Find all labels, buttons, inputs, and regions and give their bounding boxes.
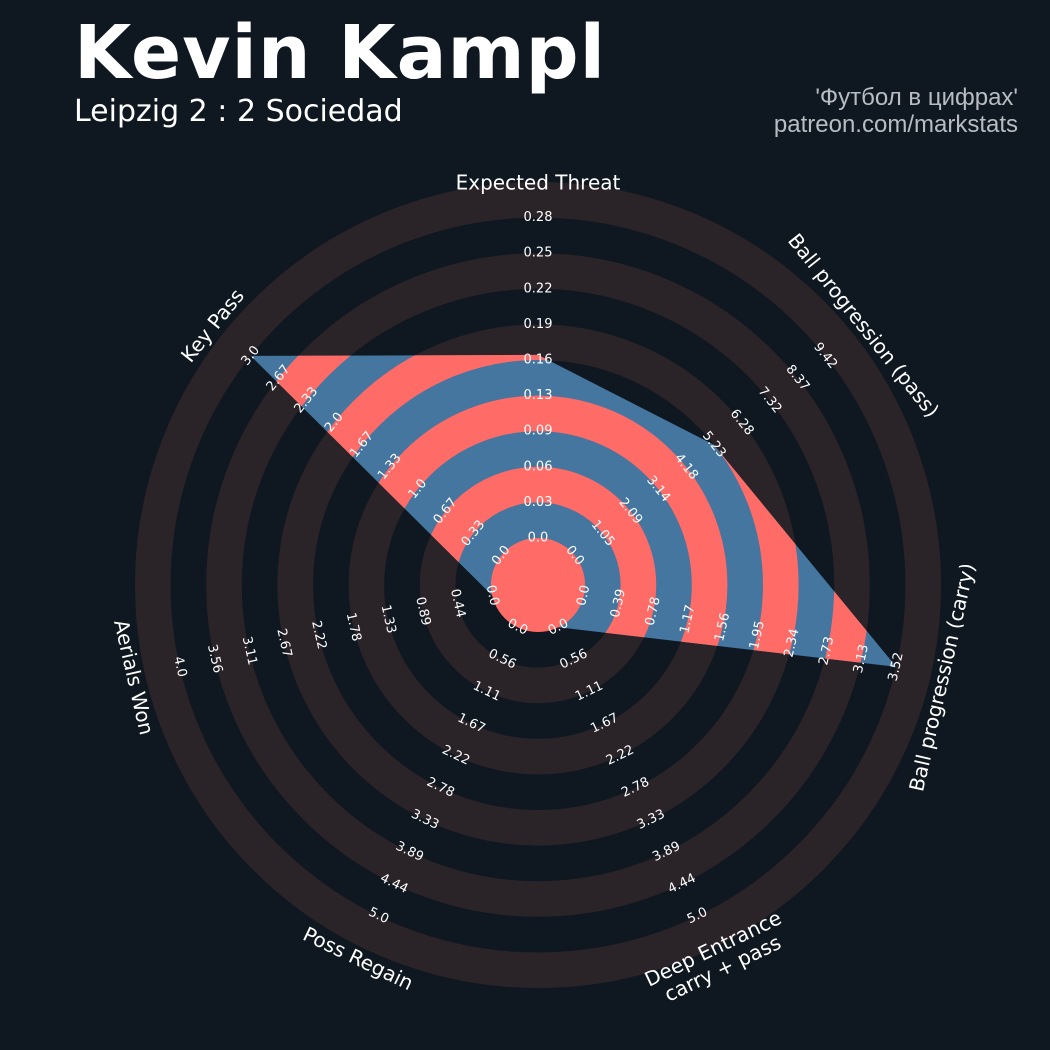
tick-label: 1.17 <box>677 603 698 635</box>
tick-label: 2.73 <box>816 635 837 667</box>
tick-label: 0.19 <box>524 317 553 332</box>
credit-line-1: 'Футбол в цифрах' <box>815 84 1018 111</box>
tick-label: 1.33 <box>378 603 399 635</box>
tick-label: 0.03 <box>524 495 553 510</box>
tick-label: 0.0 <box>483 584 502 608</box>
background-ring <box>134 181 942 989</box>
axis-label-line: Expected Threat <box>456 170 621 194</box>
tick-label: 0.09 <box>524 424 553 439</box>
tick-label: 0.25 <box>524 246 553 261</box>
axis-label: Expected Threat <box>456 170 621 194</box>
tick-label: 0.16 <box>524 353 553 368</box>
tick-label: 0.13 <box>524 388 553 403</box>
tick-label: 1.56 <box>712 611 733 643</box>
background-ring <box>206 253 870 917</box>
tick-label: 1.78 <box>343 611 364 643</box>
tick-label: 3.56 <box>204 643 225 675</box>
tick-label: 1.95 <box>747 619 768 651</box>
player-name-title: Kevin Kampl <box>74 10 606 96</box>
data-polygon <box>250 354 897 667</box>
tick-label: 0.0 <box>574 584 593 608</box>
tick-label: 0.44 <box>447 588 468 620</box>
tick-label: 0.28 <box>524 210 553 225</box>
tick-label: 0.39 <box>608 588 629 620</box>
match-subtitle: Leipzig 2 : 2 Sociedad <box>74 94 403 129</box>
center-disk <box>491 538 585 632</box>
tick-label: 2.67 <box>273 627 294 659</box>
tick-label: 2.22 <box>308 619 329 651</box>
tick-label: 0.22 <box>524 281 553 296</box>
tick-label: 0.78 <box>643 596 664 628</box>
tick-label: 3.11 <box>239 635 260 667</box>
credit-line-2: patreon.com/markstats <box>773 111 1018 138</box>
tick-label: 3.13 <box>851 643 872 675</box>
tick-label: 2.34 <box>782 627 803 659</box>
tick-label: 0.89 <box>412 596 433 628</box>
tick-label: 4.0 <box>170 655 189 679</box>
tick-label: 0.0 <box>528 531 549 546</box>
tick-label: 0.06 <box>524 459 553 474</box>
tick-label: 3.52 <box>886 651 907 683</box>
